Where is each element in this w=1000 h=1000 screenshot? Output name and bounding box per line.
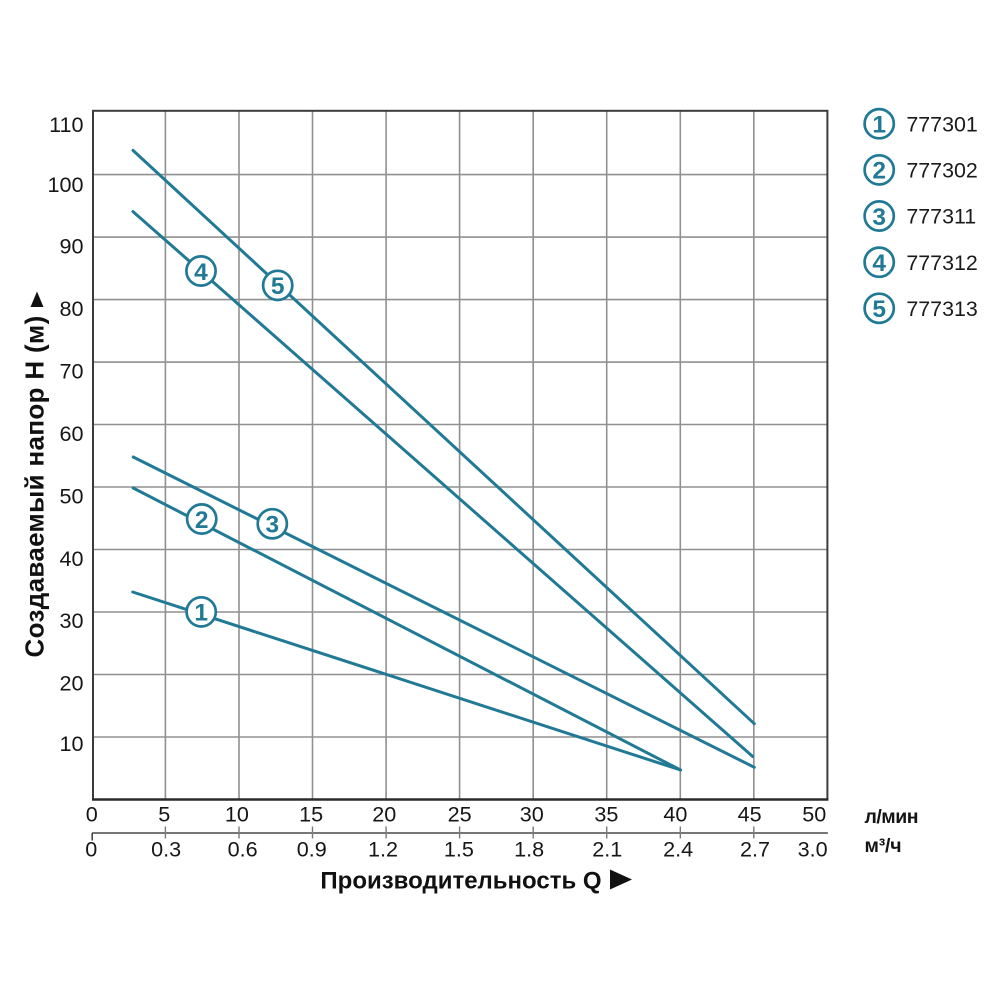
svg-text:5: 5 — [872, 296, 886, 323]
svg-text:20: 20 — [59, 670, 83, 695]
svg-text:5: 5 — [158, 801, 170, 826]
svg-text:Создаваемый напор Н (м): Создаваемый напор Н (м) — [20, 315, 50, 657]
svg-text:м³/ч: м³/ч — [865, 835, 902, 857]
svg-text:90: 90 — [59, 234, 83, 259]
svg-text:0: 0 — [86, 801, 98, 826]
svg-text:2.7: 2.7 — [740, 837, 770, 862]
svg-text:777311: 777311 — [906, 205, 976, 229]
svg-text:1: 1 — [872, 112, 886, 139]
svg-text:110: 110 — [49, 112, 83, 137]
svg-text:2.1: 2.1 — [592, 837, 622, 862]
svg-text:1.8: 1.8 — [514, 837, 544, 862]
svg-text:2: 2 — [195, 507, 209, 534]
svg-text:70: 70 — [59, 359, 83, 384]
svg-text:30: 30 — [59, 608, 83, 633]
svg-text:2: 2 — [872, 158, 886, 185]
svg-text:0.3: 0.3 — [151, 837, 181, 862]
svg-text:3: 3 — [265, 512, 279, 539]
svg-text:777312: 777312 — [906, 251, 977, 275]
svg-text:30: 30 — [520, 801, 544, 826]
svg-text:100: 100 — [47, 172, 83, 197]
svg-text:5: 5 — [271, 273, 285, 300]
svg-text:15: 15 — [299, 801, 323, 826]
svg-text:20: 20 — [372, 801, 396, 826]
svg-text:0.9: 0.9 — [297, 837, 327, 862]
svg-text:3.0: 3.0 — [798, 837, 828, 862]
svg-text:3: 3 — [872, 204, 886, 231]
svg-text:25: 25 — [448, 801, 472, 826]
svg-text:1: 1 — [194, 600, 208, 627]
svg-text:10: 10 — [225, 801, 249, 826]
svg-text:50: 50 — [802, 801, 826, 826]
svg-text:2.4: 2.4 — [663, 837, 693, 862]
svg-text:60: 60 — [59, 421, 83, 446]
svg-text:777302: 777302 — [906, 159, 977, 183]
svg-text:л/мин: л/мин — [865, 806, 919, 828]
svg-text:35: 35 — [594, 801, 618, 826]
svg-text:40: 40 — [59, 546, 83, 571]
svg-text:40: 40 — [663, 801, 687, 826]
svg-text:4: 4 — [872, 250, 886, 277]
svg-text:777301: 777301 — [906, 112, 977, 136]
svg-text:50: 50 — [59, 484, 83, 509]
svg-text:4: 4 — [194, 259, 208, 286]
svg-text:1.2: 1.2 — [368, 837, 398, 862]
svg-text:0.6: 0.6 — [228, 837, 258, 862]
svg-text:80: 80 — [59, 296, 83, 321]
svg-text:0: 0 — [85, 837, 97, 862]
svg-text:1.5: 1.5 — [444, 837, 474, 862]
svg-text:45: 45 — [738, 801, 762, 826]
svg-text:10: 10 — [59, 731, 83, 756]
svg-text:Производительность Q: Производительность Q — [320, 868, 601, 895]
svg-text:777313: 777313 — [906, 297, 977, 321]
